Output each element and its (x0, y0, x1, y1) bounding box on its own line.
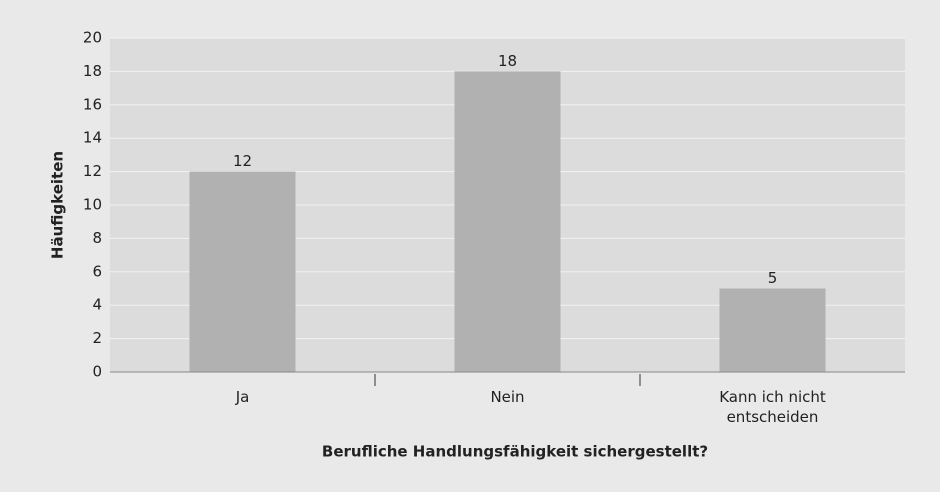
x-tick-label: Nein (490, 388, 525, 406)
y-tick-label: 2 (92, 329, 102, 347)
bar (454, 71, 561, 373)
y-tick-label: 20 (83, 29, 102, 47)
y-tick-label: 18 (83, 62, 102, 80)
y-tick-label: 14 (83, 129, 102, 147)
x-tick-label: Ja (235, 388, 250, 406)
y-tick-label: 8 (92, 229, 102, 247)
y-tick-label: 6 (92, 262, 102, 280)
data-label: 18 (498, 52, 517, 70)
data-label: 5 (768, 269, 778, 287)
x-tick-label: Kann ich nicht entscheiden (719, 388, 826, 426)
y-tick-label: 0 (92, 363, 102, 381)
data-label: 12 (233, 152, 252, 170)
y-axis-label: Häufigkeiten (49, 151, 67, 259)
bar (719, 288, 826, 372)
x-axis-label: Berufliche Handlungsfähigkeit sichergest… (322, 443, 708, 461)
y-tick-label: 16 (83, 95, 102, 113)
y-tick-label: 10 (83, 196, 102, 214)
y-tick-label: 12 (83, 162, 102, 180)
y-tick-label: 4 (92, 296, 102, 314)
bar (189, 171, 296, 372)
